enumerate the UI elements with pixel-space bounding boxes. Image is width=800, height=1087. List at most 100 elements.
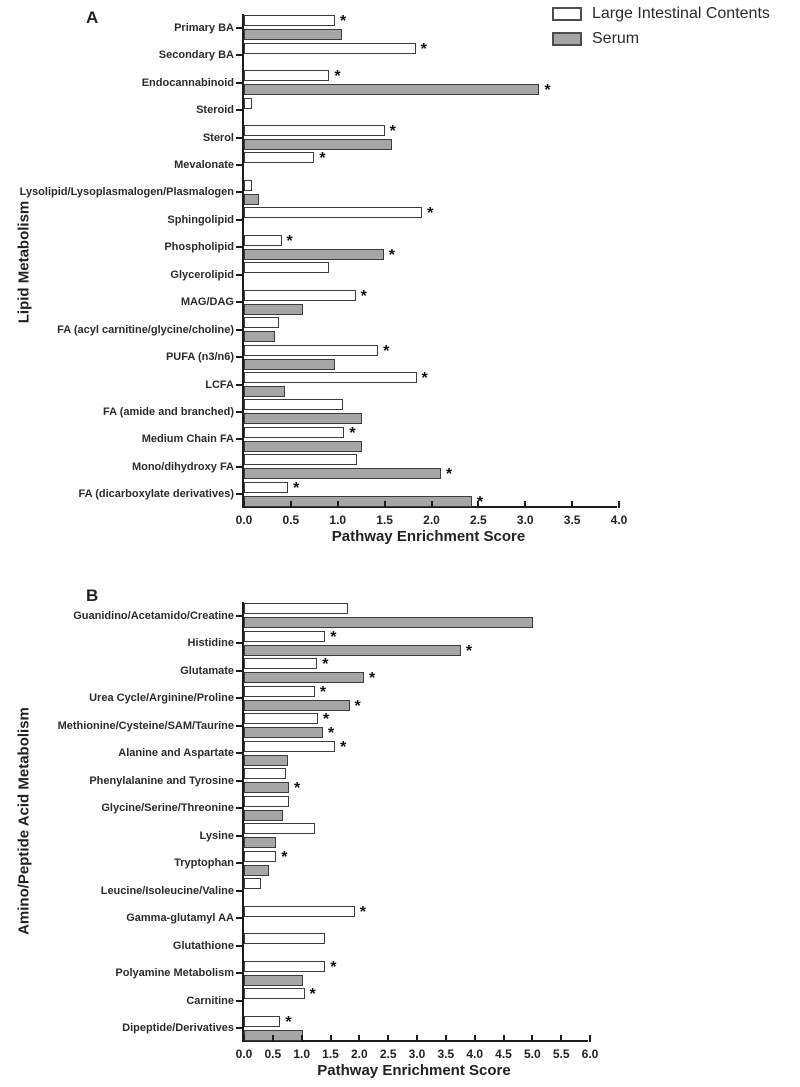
panel-a-letter: A xyxy=(86,8,99,27)
category-label: Polyamine Metabolism xyxy=(115,967,234,980)
y-axis-tick xyxy=(236,669,242,672)
x-axis-tick-label: 4.0 xyxy=(466,1047,483,1061)
category-label: MAG/DAG xyxy=(180,296,234,309)
legend-swatch-gray xyxy=(552,32,582,46)
bar-serum xyxy=(244,440,363,452)
x-axis-tick xyxy=(387,1035,390,1042)
y-axis-tick xyxy=(236,834,242,837)
category-label: Glutathione xyxy=(172,939,234,952)
panel-a-plot: Primary BA * Secondary BA * Endocannabinoid *… xyxy=(20,14,628,527)
significance-asterisk: * xyxy=(388,246,395,264)
y-axis-tick xyxy=(236,191,242,194)
bar-serum xyxy=(244,837,276,849)
significance-asterisk: * xyxy=(465,642,473,660)
significance-asterisk: * xyxy=(349,424,356,442)
significance-asterisk: * xyxy=(286,232,293,250)
bar-large-intestinal-contents xyxy=(244,630,326,642)
bar-large-intestinal-contents xyxy=(244,823,315,835)
x-axis-tick-label: 3.5 xyxy=(437,1047,455,1061)
significance-asterisk: * xyxy=(427,205,434,223)
bar-large-intestinal-contents xyxy=(244,713,318,725)
category-label: Alanine and Aspartate xyxy=(118,747,234,760)
x-axis-tick xyxy=(358,1035,361,1042)
bar-serum xyxy=(244,193,259,205)
y-axis-tick xyxy=(236,779,242,782)
category-label: Primary BA xyxy=(174,21,234,34)
significance-asterisk: * xyxy=(328,725,335,743)
category-label: Phenylalanine and Tyrosine xyxy=(89,774,234,787)
y-axis-tick xyxy=(236,614,242,617)
x-axis-tick xyxy=(618,501,620,508)
bar-serum xyxy=(244,303,304,315)
bar-serum xyxy=(244,29,343,41)
significance-asterisk: * xyxy=(330,628,337,646)
x-axis-tick-label: 2.0 xyxy=(423,513,440,527)
bar-large-intestinal-contents xyxy=(244,850,277,862)
x-axis-tick xyxy=(383,501,386,508)
bar-serum xyxy=(244,386,286,397)
y-axis-tick xyxy=(236,1027,242,1030)
x-axis-tick-label: 2.5 xyxy=(379,1047,397,1061)
y-axis-tick xyxy=(236,383,242,386)
category-label: Tryptophan xyxy=(174,857,234,870)
bar-serum xyxy=(244,139,393,150)
x-axis-tick xyxy=(336,501,339,508)
bar-large-intestinal-contents xyxy=(244,317,279,329)
bar-large-intestinal-contents xyxy=(244,97,253,109)
significance-asterisk: * xyxy=(281,848,288,866)
category-label: FA (acyl carnitine/glycine/choline) xyxy=(57,323,234,336)
bar-serum xyxy=(244,331,275,343)
x-axis-tick xyxy=(243,501,245,508)
x-axis-tick-label: 0.0 xyxy=(235,513,253,527)
y-axis-tick xyxy=(236,328,242,331)
x-axis-tick xyxy=(531,1035,534,1042)
significance-asterisk: * xyxy=(445,466,453,484)
y-axis-tick xyxy=(236,273,242,276)
panel-b-letter: B xyxy=(86,586,99,605)
category-label: Secondary BA xyxy=(158,49,234,62)
bar-serum xyxy=(244,754,289,766)
bar-large-intestinal-contents xyxy=(244,152,315,164)
significance-asterisk: * xyxy=(389,123,396,140)
bar-serum xyxy=(244,248,384,260)
category-label: Glutamate xyxy=(180,664,234,677)
x-axis-tick-label: 5.0 xyxy=(523,1047,541,1061)
category-label: Sphingolipid xyxy=(167,213,234,226)
category-label: Lysolipid/Lysoplasmalogen/Plasmalogen xyxy=(19,186,234,199)
bar-serum xyxy=(244,809,284,821)
category-label: Lysine xyxy=(199,829,234,842)
bar-large-intestinal-contents xyxy=(244,179,253,191)
y-axis-tick xyxy=(236,465,242,468)
category-label: Carnitine xyxy=(186,994,234,1007)
y-axis-tick xyxy=(236,724,242,727)
y-axis-tick xyxy=(236,163,242,166)
x-axis-tick-label: 4.0 xyxy=(610,513,628,527)
x-axis-tick xyxy=(271,1035,274,1042)
x-axis-tick xyxy=(243,1035,245,1042)
significance-asterisk: * xyxy=(476,493,484,511)
significance-asterisk: * xyxy=(285,1013,292,1031)
bar-large-intestinal-contents xyxy=(244,1015,281,1027)
bar-large-intestinal-contents xyxy=(244,988,305,1000)
x-axis-tick xyxy=(300,1035,303,1042)
x-axis-tick xyxy=(329,1035,332,1042)
category-label: Leucine/Isoleucine/Valine xyxy=(100,884,234,897)
significance-asterisk: * xyxy=(354,697,361,715)
y-axis-tick xyxy=(236,862,242,865)
bar-large-intestinal-contents xyxy=(244,685,315,697)
y-axis-tick xyxy=(236,917,242,920)
bar-large-intestinal-contents xyxy=(244,933,326,945)
y-axis-tick xyxy=(236,246,242,249)
significance-asterisk: * xyxy=(421,370,428,387)
significance-asterisk: * xyxy=(309,986,316,1004)
y-axis-tick xyxy=(236,697,242,700)
x-axis-tick-label: 5.5 xyxy=(552,1047,570,1061)
category-label: Gamma-glutamyl AA xyxy=(126,912,234,925)
significance-asterisk: * xyxy=(334,68,341,86)
y-axis-tick xyxy=(236,410,242,413)
bar-serum xyxy=(244,495,472,507)
category-label: FA (dicarboxylate derivatives) xyxy=(78,488,235,501)
significance-asterisk: * xyxy=(368,670,376,688)
bar-serum xyxy=(244,84,540,96)
